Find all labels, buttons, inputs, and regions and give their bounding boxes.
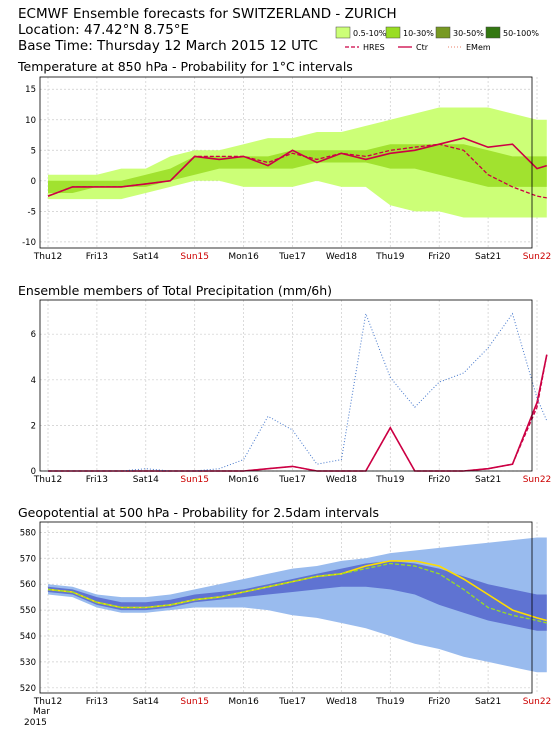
plot-frame-1 — [39, 299, 533, 472]
legend-label-0: 0.5-10% — [353, 29, 387, 38]
ytick-label-1-0: 0 — [31, 467, 36, 477]
xtick-label-2-8: Fri20 — [428, 697, 450, 707]
xtick-label-1-5: Tue17 — [278, 475, 306, 485]
ytick-label-1-2: 4 — [31, 376, 36, 386]
legend-swatch-1 — [385, 26, 401, 39]
xtick-label-0-3: Sun15 — [180, 252, 209, 262]
ytick-label-2-1: 530 — [20, 658, 36, 668]
xtick-label-2-10: Sun22 — [523, 697, 552, 707]
xtick-label-0-6: Wed18 — [326, 252, 357, 262]
x-axis-month: Mar — [33, 707, 50, 717]
legend-label-1: 10-30% — [403, 29, 434, 38]
xtick-label-1-1: Fri13 — [86, 475, 108, 485]
xtick-label-2-2: Sat14 — [133, 697, 159, 707]
legend-swatch-3 — [485, 26, 501, 39]
xtick-label-2-1: Fri13 — [86, 697, 108, 707]
ytick-label-2-4: 560 — [20, 580, 36, 590]
ytick-label-2-2: 540 — [20, 632, 36, 642]
xtick-label-2-0: Thu12 — [33, 697, 62, 707]
legend-line-label-2: EMem — [466, 43, 491, 52]
prob-band-core-2 — [48, 560, 547, 631]
xtick-label-0-2: Sat14 — [133, 252, 159, 262]
prob-band-core-0 — [48, 144, 547, 193]
ytick-label-0-4: 10 — [25, 116, 36, 126]
legend-swatch-0 — [335, 26, 351, 39]
ytick-label-2-3: 550 — [20, 606, 36, 616]
xtick-label-0-5: Tue17 — [278, 252, 306, 262]
xtick-label-0-7: Thu19 — [375, 252, 405, 262]
ytick-label-0-3: 5 — [31, 146, 36, 156]
legend-line-label-0: HRES — [363, 43, 385, 52]
xtick-label-1-0: Thu12 — [33, 475, 62, 485]
plot-frame-2 — [39, 521, 533, 694]
legend-label-2: 30-50% — [453, 29, 484, 38]
x-axis-year: 2015 — [24, 718, 47, 728]
legend-label-3: 50-100% — [503, 29, 539, 38]
ytick-label-0-5: 15 — [25, 85, 36, 95]
location-text: Location: 47.42°N 8.75°E — [18, 22, 190, 38]
xtick-label-1-2: Sat14 — [133, 475, 159, 485]
ytick-label-0-0: -10 — [22, 238, 36, 248]
xtick-label-0-9: Sat21 — [475, 252, 501, 262]
panel-title-2: Geopotential at 500 hPa - Probability fo… — [18, 505, 379, 520]
base-time-text: Base Time: Thursday 12 March 2015 12 UTC — [18, 38, 318, 54]
chart-title: ECMWF Ensemble forecasts for SWITZERLAND… — [18, 6, 397, 22]
series-hres-0 — [47, 143, 547, 199]
xtick-label-1-10: Sun22 — [523, 475, 552, 485]
plot-frame-0 — [39, 76, 533, 249]
ytick-label-0-1: -5 — [28, 207, 36, 217]
xtick-label-0-10: Sun22 — [523, 252, 552, 262]
xtick-label-1-7: Thu19 — [375, 475, 405, 485]
xtick-label-1-9: Sat21 — [475, 475, 501, 485]
xtick-label-2-4: Mon16 — [228, 697, 259, 707]
ytick-label-2-6: 580 — [20, 528, 36, 538]
series-emem-1 — [48, 311, 548, 472]
ytick-label-1-3: 6 — [31, 330, 36, 340]
series-ctr-1 — [48, 354, 548, 472]
xtick-label-2-3: Sun15 — [180, 697, 209, 707]
xtick-label-1-4: Mon16 — [228, 475, 259, 485]
xtick-label-2-7: Thu19 — [375, 697, 405, 707]
xtick-label-0-0: Thu12 — [33, 252, 62, 262]
panel-title-0: Temperature at 850 hPa - Probability for… — [17, 59, 353, 74]
ytick-label-1-1: 2 — [31, 421, 36, 431]
ytick-label-2-5: 570 — [20, 554, 36, 564]
xtick-label-0-1: Fri13 — [86, 252, 108, 262]
ytick-label-2-0: 520 — [20, 684, 36, 694]
legend-swatch-2 — [435, 26, 451, 39]
xtick-label-1-6: Wed18 — [326, 475, 357, 485]
legend-line-label-1: Ctr — [416, 43, 429, 52]
xtick-label-2-9: Sat21 — [475, 697, 501, 707]
xtick-label-1-8: Fri20 — [428, 475, 450, 485]
panel-title-1: Ensemble members of Total Precipitation … — [18, 283, 332, 298]
xtick-label-1-3: Sun15 — [180, 475, 209, 485]
xtick-label-2-5: Tue17 — [278, 697, 306, 707]
xtick-label-0-4: Mon16 — [228, 252, 259, 262]
series-ctr-2 — [47, 560, 548, 622]
ytick-label-0-2: 0 — [31, 177, 36, 187]
series-hres-1 — [48, 354, 548, 472]
xtick-label-2-6: Wed18 — [326, 697, 357, 707]
xtick-label-0-8: Fri20 — [428, 252, 450, 262]
